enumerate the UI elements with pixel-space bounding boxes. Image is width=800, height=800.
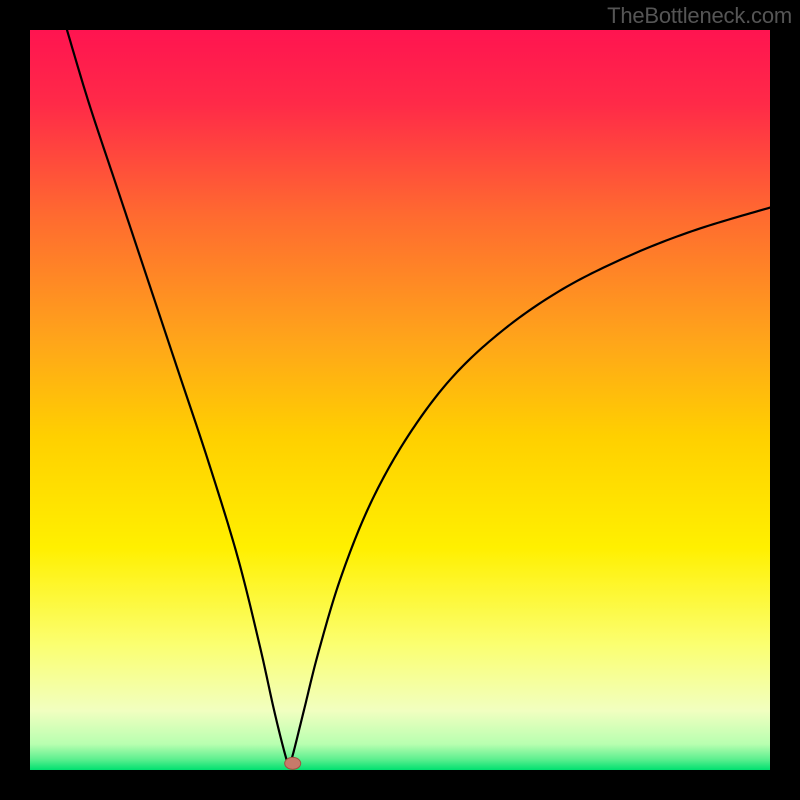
chart-svg (0, 0, 800, 800)
watermark-text: TheBottleneck.com (607, 3, 792, 29)
plot-gradient-background (30, 30, 770, 770)
chart-container: TheBottleneck.com (0, 0, 800, 800)
optimum-marker (285, 757, 301, 769)
